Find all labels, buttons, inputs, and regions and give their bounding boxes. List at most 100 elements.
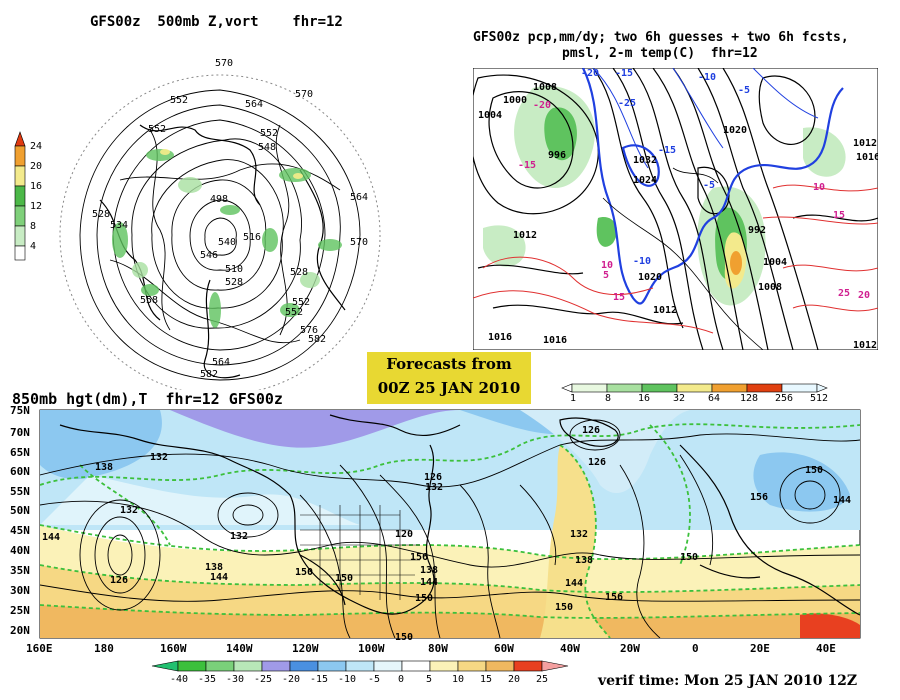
bottom-title: 850mb hgt(dm),T fhr=12 GFS00z <box>12 390 283 408</box>
contour-label: 150 <box>295 567 313 578</box>
lat-label: 45N <box>10 524 30 537</box>
contour-label: 132 <box>425 482 443 493</box>
colorbar-tick: 128 <box>740 393 758 404</box>
colorbar-tick: 16 <box>638 393 650 404</box>
contour-label: 564 <box>212 357 230 368</box>
contour-label: 570 <box>350 237 368 248</box>
colorbar-tick: -15 <box>310 674 328 685</box>
isobar-label: 1000 <box>503 95 527 106</box>
lat-label: 25N <box>10 604 30 617</box>
contour-label: 144 <box>833 495 851 506</box>
lon-label: 120W <box>292 642 319 655</box>
verif-time: verif time: Mon 25 JAN 2010 12Z <box>598 673 858 689</box>
isobar-label: 1016 <box>856 152 878 163</box>
temp-label: -10 <box>698 72 716 83</box>
contour-label: 546 <box>200 250 218 261</box>
contour-label: 138 <box>95 462 113 473</box>
colorbar-tick: 1 <box>570 393 576 404</box>
contour-label: 528 <box>92 209 110 220</box>
isobar-label: 1032 <box>633 155 657 166</box>
top-left-title: GFS00z 500mb Z,vort fhr=12 <box>90 14 343 30</box>
temp-label: -25 <box>618 98 636 109</box>
contour-label: 558 <box>140 295 158 306</box>
lon-label: 160W <box>160 642 187 655</box>
isobar-label: 1016 <box>488 332 512 343</box>
colorbar-tick: 0 <box>398 674 404 685</box>
colorbar-tick: 20 <box>508 674 520 685</box>
contour-label: 528 <box>225 277 243 288</box>
colorbar-tick: -40 <box>170 674 188 685</box>
colorbar-tick: 8 <box>30 221 36 232</box>
contour-label: 540 <box>218 237 236 248</box>
contour-label: 534 <box>110 220 128 231</box>
contour-label: 138 <box>575 555 593 566</box>
temp-label: 15 <box>833 210 845 221</box>
colorbar-tick: 4 <box>30 241 36 252</box>
contour-label: 126 <box>110 575 128 586</box>
contour-label: 570 <box>295 89 313 100</box>
temp-label: -5 <box>703 180 715 191</box>
longitude-labels: 160E 180 160W 140W 120W 100W 80W 60W 40W… <box>26 642 836 655</box>
isobar-label: 1012 <box>653 305 677 316</box>
contour-label: 552 <box>285 307 303 318</box>
lon-label: 0 <box>692 642 699 655</box>
colorbar-tick: 32 <box>673 393 685 404</box>
lat-label: 20N <box>10 624 30 637</box>
isobar-label: 1004 <box>478 110 502 121</box>
isobar-label: 1016 <box>543 335 567 346</box>
colorbar-tick: 256 <box>775 393 793 404</box>
colorbar-tick: 12 <box>30 201 42 212</box>
contour-label: 564 <box>350 192 368 203</box>
contour-label: 570 <box>215 58 233 69</box>
temp-label: -20 <box>581 68 599 79</box>
temp-label: -15 <box>615 68 633 79</box>
contour-label: 150 <box>680 552 698 563</box>
colorbar-tick: -20 <box>282 674 300 685</box>
latitude-labels: 75N 70N 65N 60N 55N 50N 45N 40N 35N 30N … <box>10 405 30 637</box>
contour-label: 582 <box>308 334 326 345</box>
lon-label: 100W <box>358 642 385 655</box>
temp-label: -15 <box>658 145 676 156</box>
contour-label: 552 <box>260 128 278 139</box>
temp-label: -10 <box>633 256 651 267</box>
colorbar-tick: -35 <box>198 674 216 685</box>
contour-label: 150 <box>555 602 573 613</box>
temp-label: 10 <box>601 260 613 271</box>
colorbar-tick: 15 <box>480 674 492 685</box>
contour-label: 120 <box>395 529 413 540</box>
colorbar-tick: -10 <box>338 674 356 685</box>
contour-label: 552 <box>292 297 310 308</box>
contour-label: 132 <box>570 529 588 540</box>
contour-label: 548 <box>258 142 276 153</box>
hgt-850mb-map: 138 132 132 144 126 138 144 132 150 150 … <box>10 405 861 655</box>
contour-label: 138 <box>205 562 223 573</box>
lat-label: 30N <box>10 584 30 597</box>
contour-label: 126 <box>582 425 600 436</box>
isobar-label: 1020 <box>638 272 662 283</box>
colorbar-tick: 10 <box>452 674 464 685</box>
lon-label: 140W <box>226 642 253 655</box>
temp-label: -5 <box>738 85 750 96</box>
isobar-label: 1012 <box>513 230 537 241</box>
polar-contour-labels: 570 570 564 552 552 548 552 534 528 564 … <box>92 58 368 380</box>
contour-label: 156 <box>605 592 623 603</box>
precip-colorbar: 1 8 16 32 64 128 256 512 <box>561 383 828 404</box>
colorbar-tick: 64 <box>708 393 720 404</box>
contour-label: 528 <box>290 267 308 278</box>
isobar-label: 996 <box>548 150 566 161</box>
contour-label: 132 <box>150 452 168 463</box>
contour-label: 552 <box>170 95 188 106</box>
contour-label: 144 <box>210 572 228 583</box>
isobar-label: 1024 <box>633 175 657 186</box>
isobar-label: 1008 <box>758 282 782 293</box>
forecast-line1: Forecasts from <box>386 355 512 373</box>
colorbar-tick: 512 <box>810 393 828 404</box>
contour-label: 150 <box>805 465 823 476</box>
temp-label: -15 <box>518 160 536 171</box>
contour-label: 510 <box>225 264 243 275</box>
contour-label: 132 <box>230 531 248 542</box>
temp-label: 20 <box>858 290 870 301</box>
colorbar-tick: 20 <box>30 161 42 172</box>
isobar-label: 1012 <box>853 340 877 350</box>
isobar-label: 1004 <box>763 257 787 268</box>
